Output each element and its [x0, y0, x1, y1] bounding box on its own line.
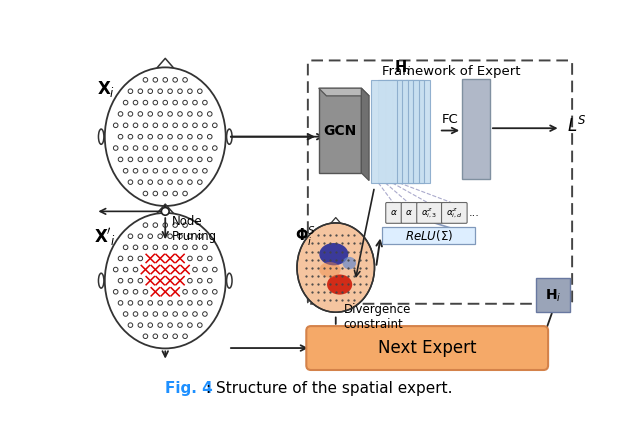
Text: Node
Pruning: Node Pruning — [172, 215, 216, 243]
FancyBboxPatch shape — [401, 202, 417, 223]
FancyBboxPatch shape — [406, 80, 424, 183]
FancyBboxPatch shape — [371, 80, 397, 183]
FancyBboxPatch shape — [442, 202, 467, 223]
Text: $\mathbf{X}'_i$: $\mathbf{X}'_i$ — [94, 227, 116, 248]
Text: $\alpha_{i,3}^z$: $\alpha_{i,3}^z$ — [421, 206, 438, 219]
Text: $ReLU(\Sigma)$: $ReLU(\Sigma)$ — [404, 228, 453, 243]
Text: $\alpha$: $\alpha$ — [406, 208, 413, 217]
FancyBboxPatch shape — [412, 80, 429, 183]
Text: $\alpha_{i,d}^z$: $\alpha_{i,d}^z$ — [446, 206, 463, 219]
FancyBboxPatch shape — [392, 80, 413, 183]
Ellipse shape — [105, 67, 226, 206]
Circle shape — [161, 207, 169, 215]
FancyBboxPatch shape — [385, 80, 408, 183]
Text: FC: FC — [442, 113, 459, 126]
FancyBboxPatch shape — [399, 80, 419, 183]
Ellipse shape — [227, 273, 232, 288]
Text: $\mathbf{H}_i$: $\mathbf{H}_i$ — [394, 58, 412, 77]
FancyBboxPatch shape — [307, 326, 548, 370]
Text: : Structure of the spatial expert.: : Structure of the spatial expert. — [205, 381, 452, 396]
Text: Divergence
constraint: Divergence constraint — [344, 303, 411, 331]
Text: ...: ... — [469, 208, 480, 218]
FancyBboxPatch shape — [382, 227, 476, 244]
Polygon shape — [362, 88, 369, 181]
Ellipse shape — [319, 262, 340, 277]
FancyBboxPatch shape — [536, 278, 570, 312]
Ellipse shape — [227, 129, 232, 145]
Ellipse shape — [99, 129, 104, 145]
FancyBboxPatch shape — [417, 202, 442, 223]
Text: $\alpha$: $\alpha$ — [390, 208, 398, 217]
Text: GCN: GCN — [323, 124, 356, 137]
Text: Framework of Expert: Framework of Expert — [382, 65, 521, 78]
Ellipse shape — [105, 213, 226, 348]
FancyBboxPatch shape — [462, 79, 490, 179]
Text: Fig. 4: Fig. 4 — [165, 381, 213, 396]
Text: $\mathbf{X}_i$: $\mathbf{X}_i$ — [97, 78, 115, 99]
Ellipse shape — [319, 243, 348, 265]
Text: $L^S$: $L^S$ — [566, 116, 586, 136]
FancyBboxPatch shape — [319, 88, 362, 173]
FancyBboxPatch shape — [386, 202, 402, 223]
FancyBboxPatch shape — [378, 80, 403, 183]
Ellipse shape — [327, 274, 352, 295]
Text: $\mathbf{H}_i$: $\mathbf{H}_i$ — [545, 287, 561, 303]
Text: Next Expert: Next Expert — [378, 339, 476, 357]
Text: $\mathbf{\Phi}_i^S$: $\mathbf{\Phi}_i^S$ — [294, 225, 316, 248]
Ellipse shape — [342, 257, 356, 269]
Polygon shape — [319, 88, 369, 96]
Ellipse shape — [99, 273, 104, 288]
Ellipse shape — [297, 223, 374, 312]
